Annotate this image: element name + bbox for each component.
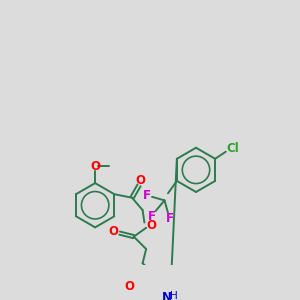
Text: N: N <box>161 291 172 300</box>
Text: F: F <box>148 210 156 223</box>
Text: F: F <box>143 189 151 202</box>
Text: Cl: Cl <box>226 142 239 155</box>
Text: H: H <box>170 291 178 300</box>
Text: F: F <box>166 212 174 225</box>
Text: O: O <box>108 225 118 238</box>
Text: O: O <box>124 280 134 293</box>
Text: O: O <box>146 219 157 232</box>
Text: O: O <box>136 173 146 187</box>
Text: O: O <box>90 160 100 173</box>
